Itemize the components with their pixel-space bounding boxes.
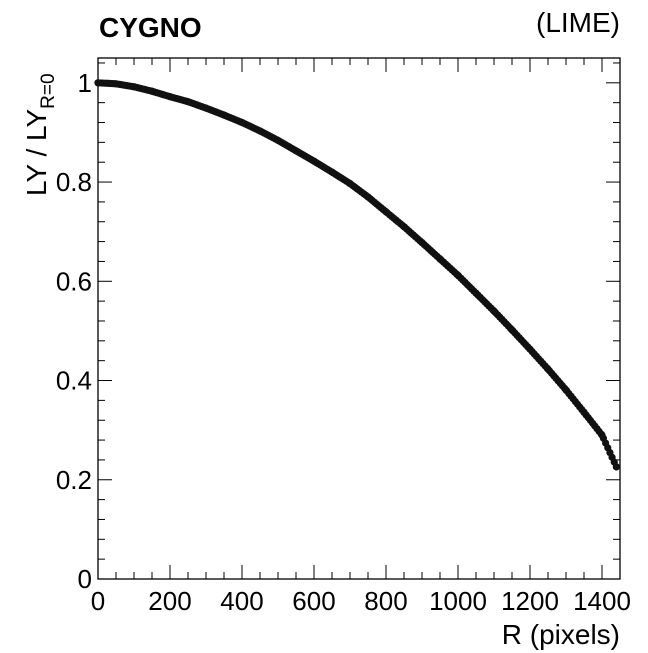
x-tick-label: 600 (292, 586, 335, 616)
data-point (148, 87, 156, 95)
x-tick-label: 1000 (429, 586, 487, 616)
data-point (472, 289, 480, 297)
y-tick-label: 1 (78, 68, 92, 98)
y-axis-title: LY / LYR=0 (21, 73, 59, 196)
x-tick-label: 800 (364, 586, 407, 616)
y-tick-label: 0.4 (56, 366, 92, 396)
data-point (454, 271, 462, 279)
data-point (508, 326, 516, 334)
data-point (310, 157, 318, 165)
data-point (238, 118, 246, 127)
data-point (364, 193, 372, 201)
data-point (202, 104, 210, 112)
y-tick-label: 0 (78, 564, 92, 594)
x-tick-label: 1400 (573, 586, 631, 616)
data-point (184, 98, 192, 106)
y-axis-title-main: LY / LY (21, 109, 52, 196)
y-tick-label: 0.6 (56, 266, 92, 296)
data-point (274, 136, 282, 144)
svg-text:LY / LYR=0: LY / LYR=0 (21, 73, 59, 196)
data-point (526, 345, 534, 353)
x-tick-label: 400 (220, 586, 263, 616)
data-point (418, 238, 426, 247)
x-tick-label: 0 (91, 586, 105, 616)
data-point (256, 127, 264, 135)
data-point (580, 408, 588, 416)
chart-title: CYGNO (99, 12, 202, 43)
data-point (220, 111, 228, 119)
chart-subtitle: (LIME) (536, 7, 620, 38)
data-point (562, 386, 570, 394)
y-axis-title-subscript: R=0 (38, 73, 59, 108)
x-tick-label: 200 (148, 586, 191, 616)
data-point (490, 307, 498, 315)
data-point (544, 365, 552, 373)
data-point (598, 431, 606, 439)
data-point (612, 463, 621, 471)
x-tick-label: 1200 (501, 586, 559, 616)
plot-frame (97, 57, 621, 580)
data-point (346, 179, 354, 188)
data-point (112, 80, 120, 88)
data-point (382, 208, 390, 216)
x-axis-title: R (pixels) (502, 619, 620, 650)
y-tick-label: 0.8 (56, 167, 92, 197)
data-point (436, 255, 444, 263)
data-point (166, 93, 174, 101)
data-point (292, 147, 300, 155)
data-point (130, 83, 138, 91)
data-point (94, 79, 102, 87)
y-tick-label: 0.2 (56, 465, 92, 495)
data-point (400, 223, 408, 231)
data-point (328, 168, 336, 176)
plot-area: 0 200 400 600 800 1000 1200 1400 0 0.2 0.4 0.6 0.8 1 (56, 57, 631, 616)
